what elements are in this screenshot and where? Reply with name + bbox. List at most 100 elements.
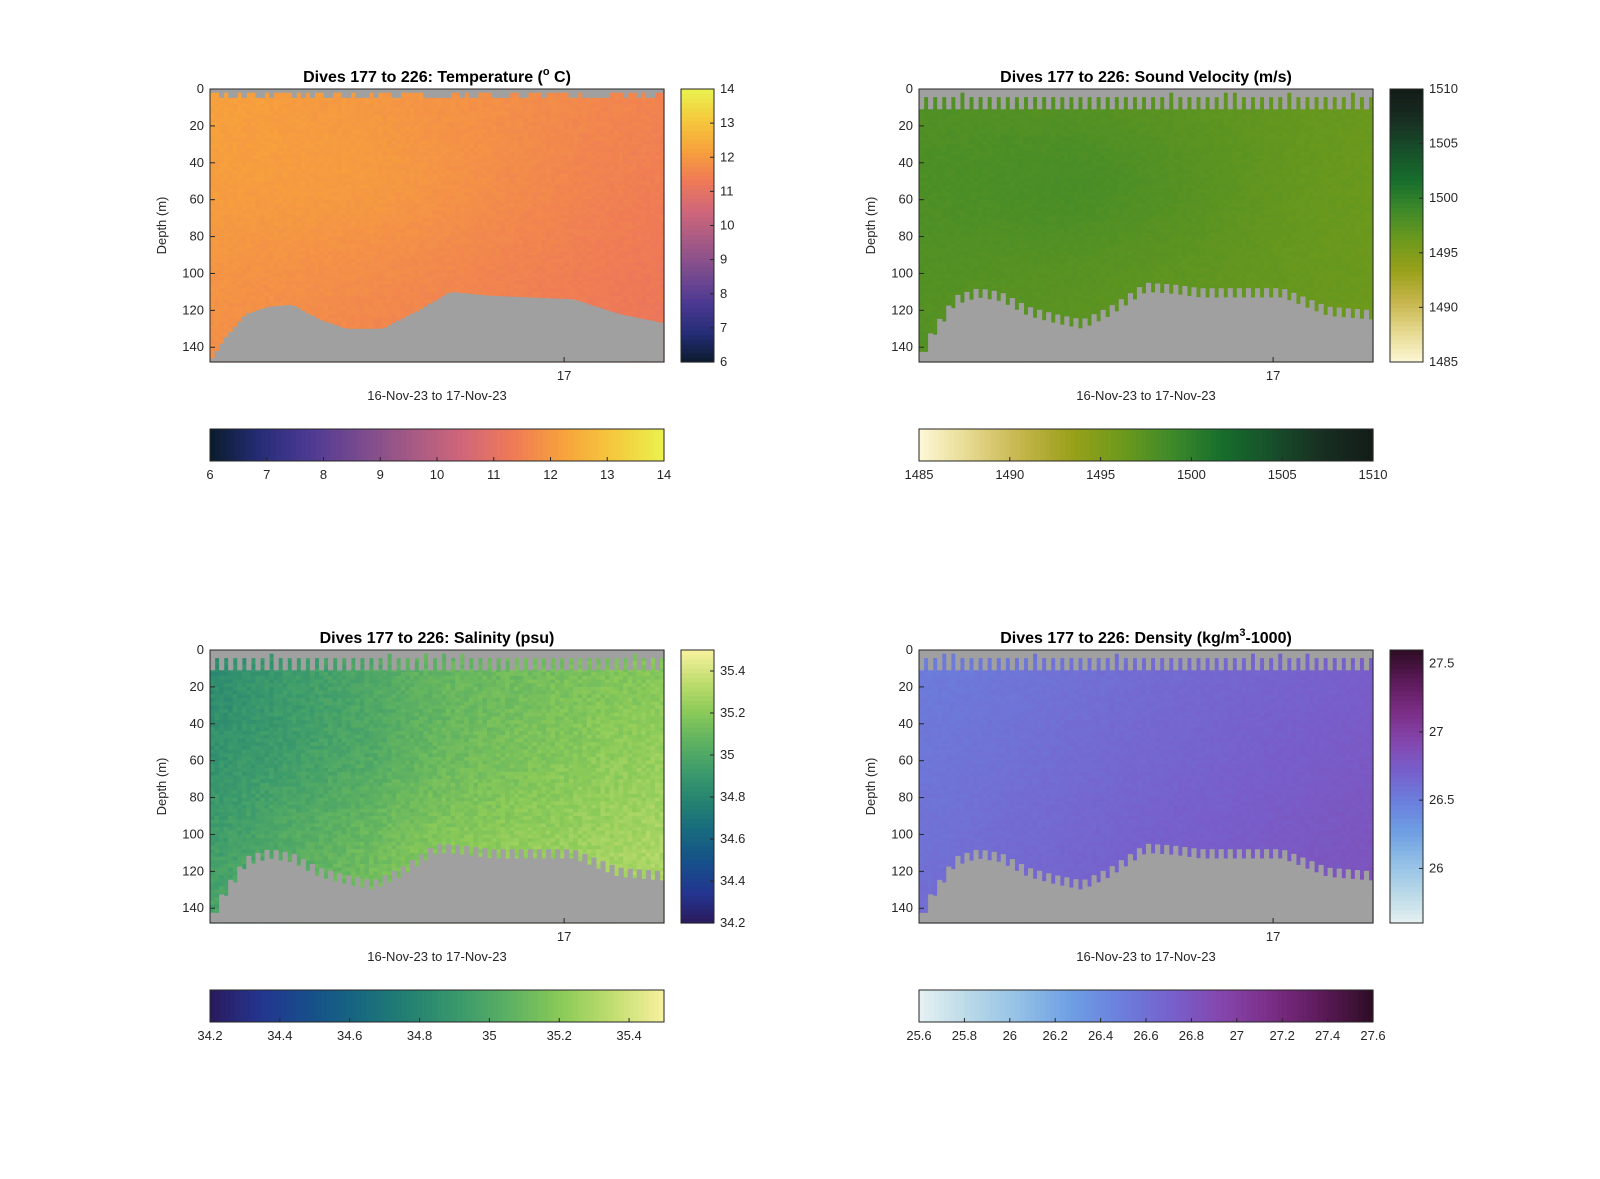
- heatmap-cell: [274, 111, 279, 115]
- heatmap-cell: [437, 192, 442, 196]
- heatmap-cell: [287, 200, 292, 204]
- heatmap-cell: [387, 185, 392, 189]
- heatmap-cell: [419, 148, 424, 152]
- heatmap-cell: [251, 104, 256, 108]
- heatmap-cell: [228, 126, 233, 130]
- heatmap-cell: [364, 192, 369, 196]
- heatmap-cell: [251, 248, 256, 252]
- heatmap-cell: [491, 152, 496, 156]
- heatmap-cell: [510, 196, 515, 200]
- heatmap-cell: [242, 133, 247, 137]
- heatmap-cell: [505, 115, 510, 119]
- heatmap-cell: [478, 130, 483, 134]
- heatmap-cell: [464, 163, 469, 167]
- heatmap-cell: [478, 137, 483, 141]
- heatmap-cell: [428, 248, 433, 252]
- heatmap-cell: [369, 100, 374, 104]
- heatmap-cell: [419, 200, 424, 204]
- heatmap-cell: [392, 237, 397, 241]
- heatmap-cell: [405, 292, 410, 296]
- heatmap-cell: [428, 148, 433, 152]
- heatmap-cell: [310, 240, 315, 244]
- heatmap-cell: [296, 126, 301, 130]
- heatmap-cell: [491, 255, 496, 259]
- heatmap-cell: [251, 200, 256, 204]
- heatmap-cell: [305, 159, 310, 163]
- heatmap-cell: [314, 96, 319, 100]
- heatmap-cell: [437, 237, 442, 241]
- heatmap-cell: [337, 152, 342, 156]
- heatmap-cell: [383, 321, 388, 325]
- heatmap-cell: [246, 141, 251, 145]
- heatmap-cell: [319, 229, 324, 233]
- heatmap-cell: [346, 148, 351, 152]
- heatmap-cell: [283, 166, 288, 170]
- heatmap-cell: [414, 155, 419, 159]
- heatmap-cell: [324, 115, 329, 119]
- heatmap-cell: [414, 122, 419, 126]
- heatmap-cell: [255, 189, 260, 193]
- heatmap-cell: [469, 100, 474, 104]
- heatmap-cell: [514, 152, 519, 156]
- heatmap-cell: [342, 229, 347, 233]
- heatmap-cell: [455, 137, 460, 141]
- heatmap-cell: [328, 130, 333, 134]
- heatmap-cell: [215, 222, 220, 226]
- heatmap-cell: [464, 196, 469, 200]
- heatmap-cell: [324, 255, 329, 259]
- heatmap-cell: [360, 100, 365, 104]
- heatmap-cell: [383, 237, 388, 241]
- heatmap-cell: [346, 270, 351, 274]
- heatmap-cell: [342, 226, 347, 230]
- heatmap-cell: [432, 214, 437, 218]
- heatmap-cell: [455, 130, 460, 134]
- heatmap-cell: [242, 296, 247, 300]
- heatmap-cell: [510, 126, 515, 130]
- heatmap-cell: [305, 229, 310, 233]
- heatmap-cell: [278, 292, 283, 296]
- heatmap-cell: [224, 174, 229, 178]
- heatmap-cell: [296, 148, 301, 152]
- heatmap-cell: [428, 259, 433, 263]
- heatmap-cell: [482, 122, 487, 126]
- heatmap-cell: [319, 155, 324, 159]
- heatmap-cell: [355, 281, 360, 285]
- heatmap-cell: [351, 292, 356, 296]
- heatmap-cell: [383, 181, 388, 185]
- heatmap-cell: [369, 152, 374, 156]
- heatmap-cell: [310, 185, 315, 189]
- heatmap-cell: [378, 296, 383, 300]
- heatmap-cell: [369, 207, 374, 211]
- heatmap-cell: [246, 189, 251, 193]
- heatmap-cell: [487, 122, 492, 126]
- heatmap-cell: [324, 288, 329, 292]
- heatmap-cell: [328, 248, 333, 252]
- heatmap-cell: [333, 303, 338, 307]
- heatmap-cell: [383, 200, 388, 204]
- heatmap-cell: [378, 166, 383, 170]
- heatmap-cell: [269, 130, 274, 134]
- heatmap-cell: [287, 152, 292, 156]
- heatmap-cell: [333, 233, 338, 237]
- heatmap-cell: [460, 270, 465, 274]
- heatmap-cell: [510, 170, 515, 174]
- heatmap-cell: [469, 233, 474, 237]
- heatmap-cell: [378, 270, 383, 274]
- heatmap-cell: [487, 218, 492, 222]
- heatmap-cell: [392, 119, 397, 123]
- heatmap-cell: [369, 325, 374, 329]
- heatmap-cell: [464, 277, 469, 281]
- heatmap-cell: [414, 133, 419, 137]
- heatmap-cell: [215, 200, 220, 204]
- heatmap-cell: [228, 277, 233, 281]
- heatmap-cell: [233, 233, 238, 237]
- heatmap-cell: [487, 214, 492, 218]
- heatmap-cell: [505, 159, 510, 163]
- heatmap-cell: [264, 222, 269, 226]
- heatmap-cell: [260, 273, 265, 277]
- heatmap-cell: [324, 107, 329, 111]
- heatmap-cell: [414, 130, 419, 134]
- heatmap-cell: [260, 270, 265, 274]
- heatmap-cell: [455, 104, 460, 108]
- heatmap-cell: [219, 130, 224, 134]
